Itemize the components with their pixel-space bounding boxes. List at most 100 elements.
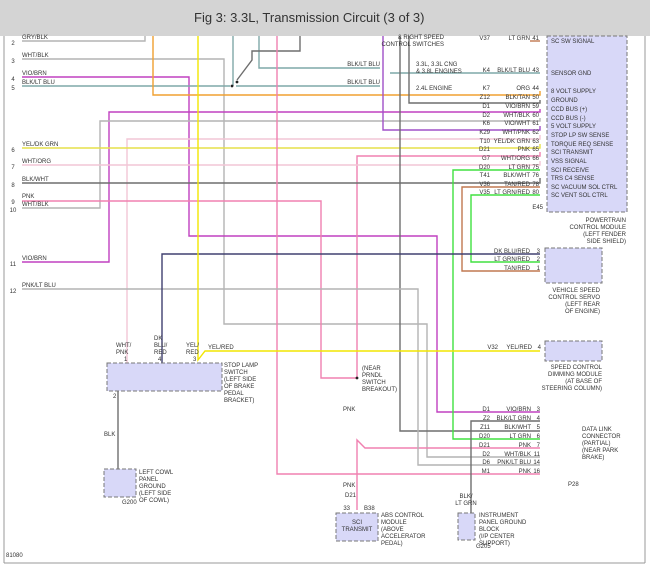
pcm-pin-number: 66 xyxy=(532,156,539,162)
prndl-note: SWITCH xyxy=(362,380,386,386)
left-pin-wire-color: BLK/WHT xyxy=(22,177,49,183)
stop-lamp-pin-number: 1 xyxy=(124,357,128,363)
pcm-signal-name: 8 VOLT SUPPLY xyxy=(551,89,596,95)
dlc-pin-number: 14 xyxy=(533,460,540,466)
pcm-pin-number: 41 xyxy=(532,36,539,42)
dimming-module-box xyxy=(544,340,603,362)
dlc-wire-color: WHT/BLK xyxy=(504,452,531,458)
stop-lamp-name: BRACKET) xyxy=(224,398,254,404)
abs-connector-id: B38 xyxy=(364,506,375,512)
abs-module-box xyxy=(335,512,379,542)
pcm-pin-number: 50 xyxy=(532,95,539,101)
dlc-pin-number: 16 xyxy=(533,469,540,475)
abs-signal: TRANSMIT xyxy=(342,527,373,533)
stop-lamp-pin-number: 2 xyxy=(113,394,117,400)
stop-lamp-pin3-color: YEL/ xyxy=(186,343,199,349)
pcm-pin-number: 75 xyxy=(532,165,539,171)
servo-pin-number: 3 xyxy=(537,249,541,255)
dlc-wire-color: VIO/BRN xyxy=(506,407,531,413)
speed-switch-note: & RIGHT SPEED xyxy=(398,35,445,41)
pcm-wire-color: WHT/BLK xyxy=(503,113,530,119)
abs-wire-color: PNK xyxy=(343,483,355,489)
dlc-wire-color: BLK/WHT xyxy=(504,425,531,431)
dimming-pin-number: 4 xyxy=(538,345,542,351)
stop-lamp-pin4-color: BLU/ xyxy=(154,343,168,349)
pcm-wire-code: T41 xyxy=(480,173,491,179)
stop-lamp-name: PEDAL xyxy=(224,391,244,397)
pcm-wire-code: D2 xyxy=(482,113,490,119)
abs-wire-code: D21 xyxy=(345,493,357,499)
pcm-signal-name: SCI RECEIVE xyxy=(551,168,589,174)
pcm-wire-code: K6 xyxy=(483,121,491,127)
wire-k7-org xyxy=(152,36,541,96)
wire-blk-lt-blu-4 xyxy=(258,36,380,69)
labels: 2 GRY/BLK 3 WHT/BLK 4 VIO/BRN 5 BLK/LT BLU 6 YEL/… xyxy=(6,35,627,559)
left-pin-number: 5 xyxy=(11,86,15,92)
left-pin-wire-color: WHT/ORG xyxy=(22,159,51,165)
ip-ground-id: G205 xyxy=(476,544,491,550)
dlc-wire-color: PNK xyxy=(519,443,531,449)
dlc-wire-code: Z2 xyxy=(483,416,491,422)
pcm-pin-number: 76 xyxy=(532,173,539,179)
pcm-wire-color: YEL/DK GRN xyxy=(494,139,530,145)
diagram-frame xyxy=(3,36,646,564)
wire-d21-dlc xyxy=(356,438,540,510)
ip-ground-name: INSTRUMENT xyxy=(479,513,519,519)
pcm-wire-code: V37 xyxy=(479,36,490,42)
pcm-wire-color: WHT/PNK xyxy=(502,130,530,136)
pcm-wire-code: V35 xyxy=(479,190,490,196)
pcm-pin-number: 65 xyxy=(532,147,539,153)
servo-box xyxy=(544,247,603,284)
pcm-wire-code: K4 xyxy=(483,68,491,74)
wire-k29 xyxy=(126,135,541,363)
left-pin-number: 2 xyxy=(11,41,15,47)
pcm-pin-number: 43 xyxy=(532,68,539,74)
cowl-ground-name: PANEL xyxy=(139,477,159,483)
pcm-signal-name: 5 VOLT SUPPLY xyxy=(551,124,596,130)
dlc-wire-color: PNK/LT BLU xyxy=(497,460,531,466)
pcm-wire-color: VIO/WHT xyxy=(504,121,530,127)
dimming-wire-code: V32 xyxy=(487,345,498,351)
engine-wire-label: BLK/LT BLU xyxy=(347,80,380,86)
stop-lamp-pin1-color: PNK xyxy=(116,350,128,356)
wire-yel-red xyxy=(197,36,540,363)
wire-v36 xyxy=(461,186,540,272)
wire-wht-blk-d2 xyxy=(22,58,540,458)
left-pin-wire-color: PNK/LT BLU xyxy=(22,283,56,289)
engine-note: & 3.8L ENGINES xyxy=(416,69,462,75)
servo-wire-color: DK BLU/RED xyxy=(494,249,531,255)
yel-red-wire-label: YEL/RED xyxy=(208,345,234,351)
pcm-signal-name: STOP LP SW SENSE xyxy=(551,133,609,139)
dlc-name: BRAKE) xyxy=(582,455,604,461)
left-pin-wire-color: BLK/LT BLU xyxy=(22,80,55,86)
cowl-ground-id: G200 xyxy=(122,500,137,506)
dlc-connector-id: P28 xyxy=(568,482,579,488)
pcm-signal-name: SENSOR GND xyxy=(551,71,592,77)
wire-d6 xyxy=(22,288,540,466)
dlc-wire-code: Z11 xyxy=(480,425,491,431)
dlc-name: CONNECTOR xyxy=(582,434,621,440)
left-pin-number: 6 xyxy=(11,148,15,154)
pcm-wire-color: TAN/RED xyxy=(504,182,531,188)
pcm-pin-number: 63 xyxy=(532,139,539,145)
pcm-wire-color: VIO/BRN xyxy=(505,104,530,110)
pcm-signal-name: SC SW SIGNAL xyxy=(551,39,595,45)
servo-wire-color: TAN/RED xyxy=(504,266,531,272)
ip-ground-box xyxy=(457,512,476,541)
dlc-wire-color: LT GRN xyxy=(510,434,531,440)
pcm-pin-number: 80 xyxy=(532,190,539,196)
pcm-signal-name: SC VENT SOL CTRL xyxy=(551,193,608,199)
left-pin-wire-color: PNK xyxy=(22,194,34,200)
dlc-pin-number: 3 xyxy=(537,407,541,413)
stop-lamp-pin3-color: RED xyxy=(186,350,199,356)
dlc-wire-color: BLK/LT GRN xyxy=(497,416,531,422)
wire-wht-blk-ccd xyxy=(22,118,541,209)
wire-vio-brn-d1 xyxy=(22,76,540,413)
pcm-wire-code: D20 xyxy=(479,165,491,171)
pcm-name: (LEFT FENDER xyxy=(583,232,627,238)
stop-lamp-name: (LEFT SIDE xyxy=(224,377,256,383)
stop-lamp-pin4-color: DK xyxy=(154,336,162,342)
components xyxy=(103,35,628,542)
pcm-wire-code: Z12 xyxy=(480,95,491,101)
wire-k6 xyxy=(382,36,541,131)
